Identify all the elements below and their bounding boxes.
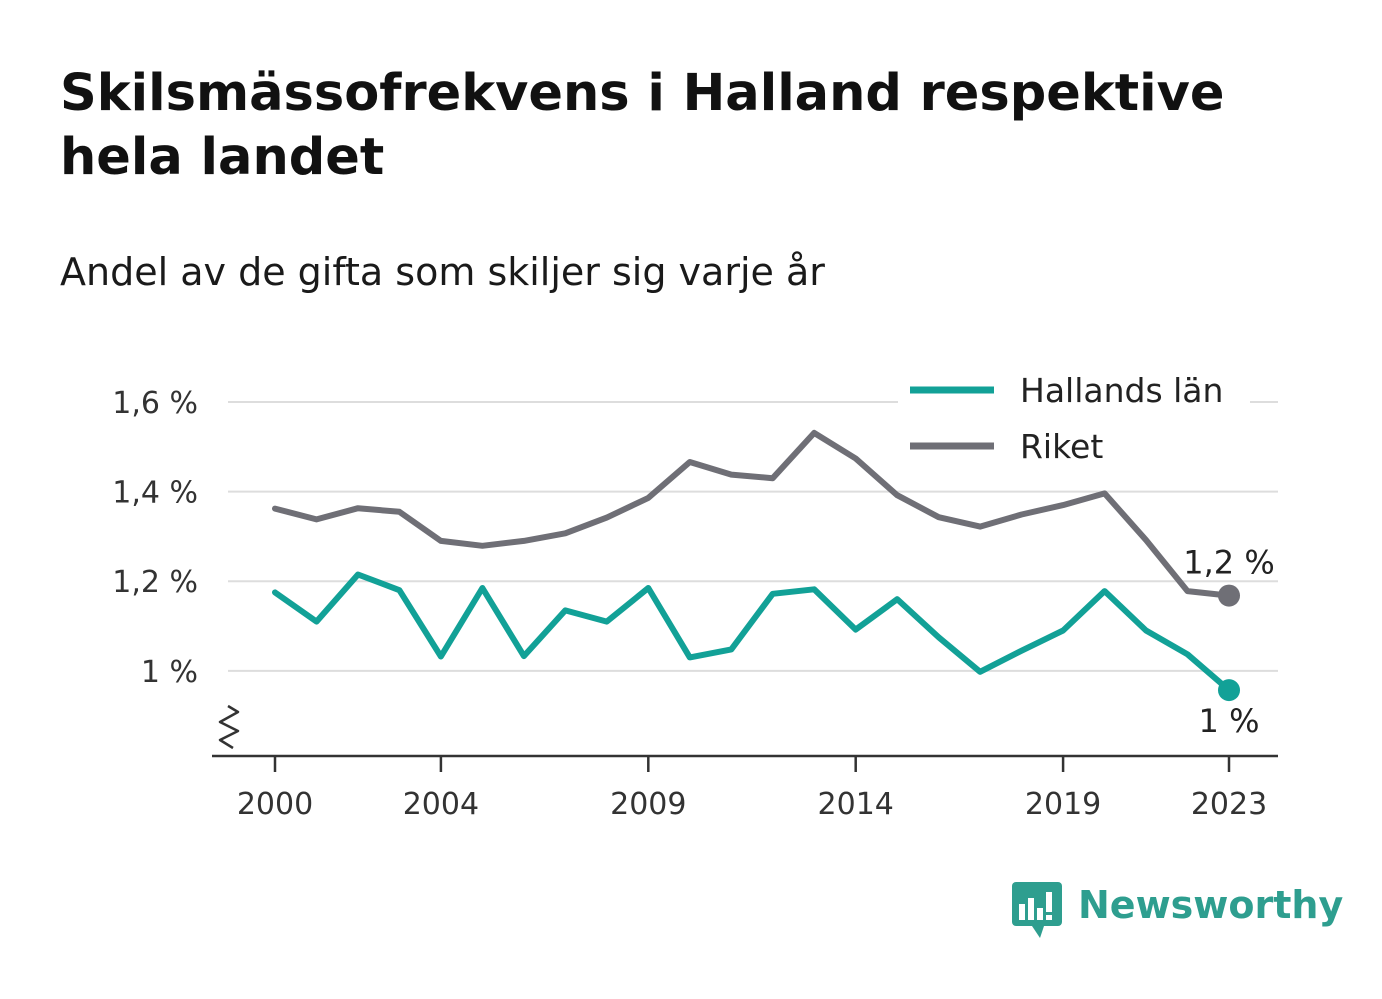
series-lines: 1 % 1,2 % — [272, 429, 1275, 740]
x-tick-label: 2004 — [403, 787, 479, 822]
legend-label: Hallands län — [1020, 371, 1223, 410]
y-tick-label: 1,2 % — [112, 565, 198, 600]
brand-name: Newsworthy — [1078, 883, 1343, 927]
axis-break-icon — [218, 704, 240, 750]
x-tick-label: 2000 — [237, 787, 313, 822]
x-tick-label: 2023 — [1191, 787, 1267, 822]
series-end-point — [1218, 679, 1240, 702]
x-axis: 2000 2004 2009 2014 2019 2023 — [212, 704, 1278, 822]
newsworthy-logo-icon — [1012, 882, 1062, 938]
y-axis-ticks: 1 % 1,2 % 1,4 % 1,6 % — [112, 386, 198, 690]
legend-label: Riket — [1020, 427, 1103, 466]
series-line-halland — [272, 571, 1232, 694]
x-tick-label: 2014 — [818, 787, 894, 822]
series-end-label: 1 % — [1199, 702, 1260, 740]
legend-background — [898, 364, 1250, 476]
y-tick-label: 1,4 % — [112, 476, 198, 511]
y-tick-label: 1 % — [141, 655, 198, 690]
legend: Hallands län Riket — [898, 364, 1250, 476]
chart-title: Skilsmässofrekvens i Halland respektive … — [60, 64, 1225, 187]
brand-logo: Newsworthy — [1012, 882, 1343, 938]
y-tick-label: 1,6 % — [112, 386, 198, 421]
series-end-label: 1,2 % — [1183, 544, 1274, 582]
series-line-riket — [272, 429, 1232, 599]
series-end-point — [1218, 584, 1240, 607]
x-tick-label: 2019 — [1025, 787, 1101, 822]
chart-subtitle: Andel av de gifta som skiljer sig varje … — [60, 250, 825, 294]
x-tick-label: 2009 — [610, 787, 686, 822]
